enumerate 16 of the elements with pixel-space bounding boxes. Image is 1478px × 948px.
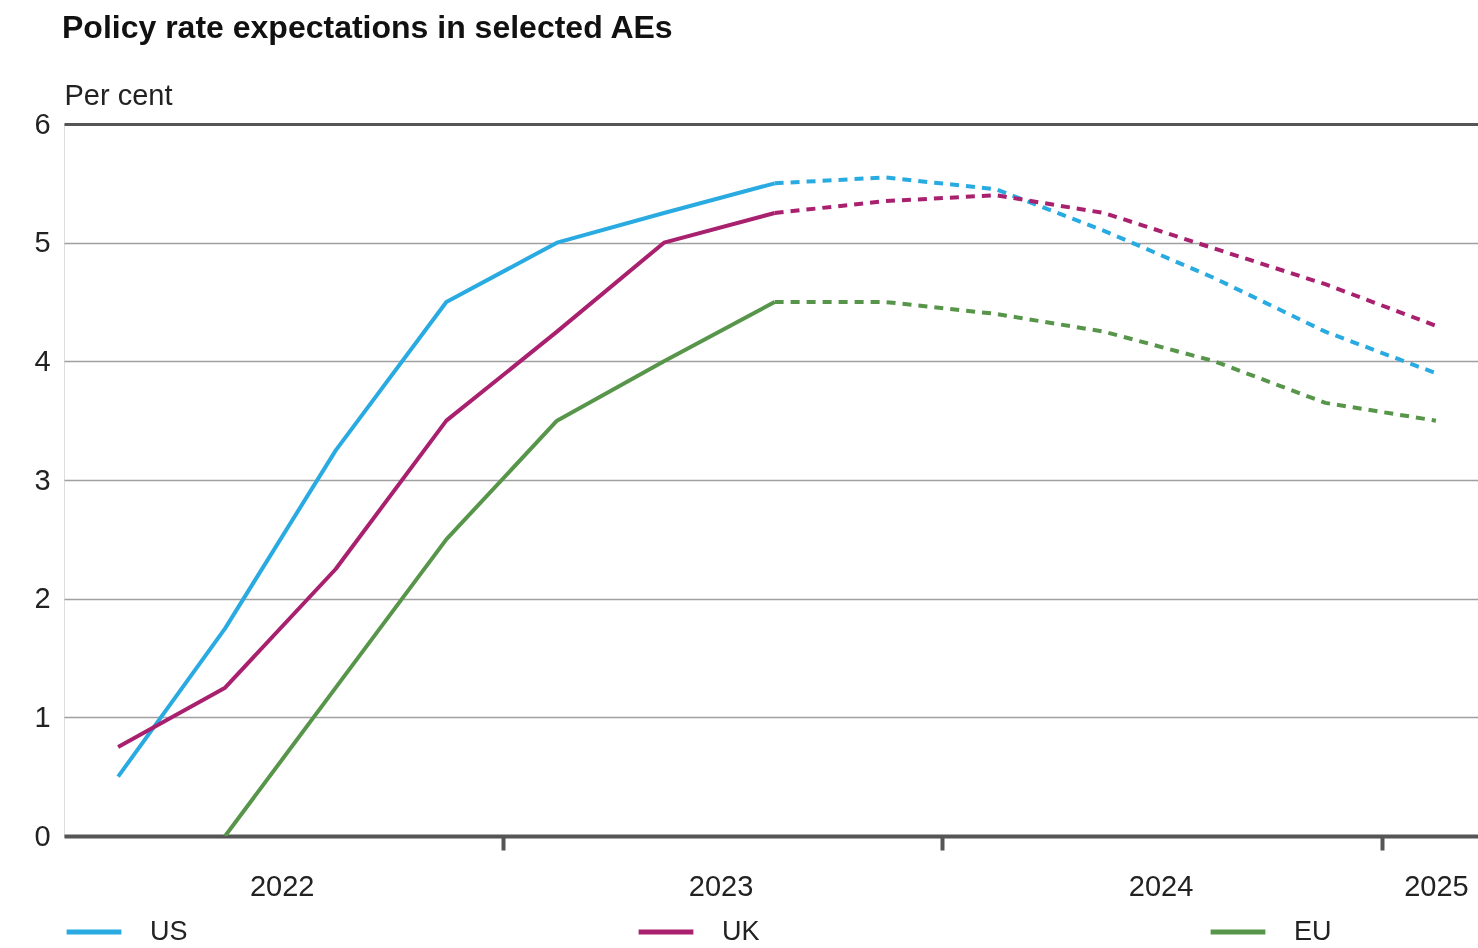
chart-title: Policy rate expectations in selected AEs — [62, 9, 673, 45]
x-tick-label: 2025 — [1404, 869, 1469, 902]
y-tick-label: 0 — [34, 819, 51, 852]
y-tick-label: 5 — [34, 226, 51, 259]
y-tick-label: 2 — [34, 582, 51, 615]
y-tick-label: 3 — [34, 463, 51, 496]
y-tick-label: 6 — [34, 107, 51, 140]
x-tick-label: 2024 — [1128, 869, 1194, 902]
x-tick-label: 2023 — [688, 869, 754, 902]
x-tick-label: 2022 — [249, 869, 315, 902]
legend-label: UK — [722, 916, 760, 946]
y-tick-label: 4 — [34, 344, 51, 377]
legend-label: EU — [1294, 916, 1332, 946]
y-axis-title: Per cent — [64, 78, 173, 111]
legend-label: US — [150, 916, 188, 946]
y-tick-label: 1 — [34, 700, 51, 733]
